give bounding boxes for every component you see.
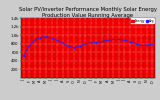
Bar	[32, 27, 37, 78]
Bar	[128, 60, 132, 78]
Bar	[100, 28, 104, 78]
Bar	[44, 37, 48, 78]
Bar	[83, 29, 88, 78]
Bar	[55, 51, 60, 78]
Bar	[88, 36, 93, 78]
Bar	[105, 30, 110, 78]
Bar	[122, 48, 127, 78]
Bar	[111, 32, 116, 78]
Title: Solar PV/Inverter Performance Monthly Solar Energy Production Value Running Aver: Solar PV/Inverter Performance Monthly So…	[19, 7, 157, 18]
Bar	[133, 66, 138, 78]
Bar	[144, 37, 149, 78]
Bar	[21, 56, 26, 78]
Bar	[150, 32, 155, 78]
Bar	[77, 33, 82, 78]
Bar	[27, 36, 32, 78]
Bar	[94, 34, 99, 78]
Bar	[66, 65, 71, 78]
Bar	[116, 39, 121, 78]
Bar	[139, 57, 144, 78]
Bar	[72, 53, 76, 78]
Bar	[60, 62, 65, 78]
Legend: Energy, Avg: Energy, Avg	[131, 18, 155, 24]
Bar	[49, 45, 54, 78]
Bar	[38, 31, 43, 78]
